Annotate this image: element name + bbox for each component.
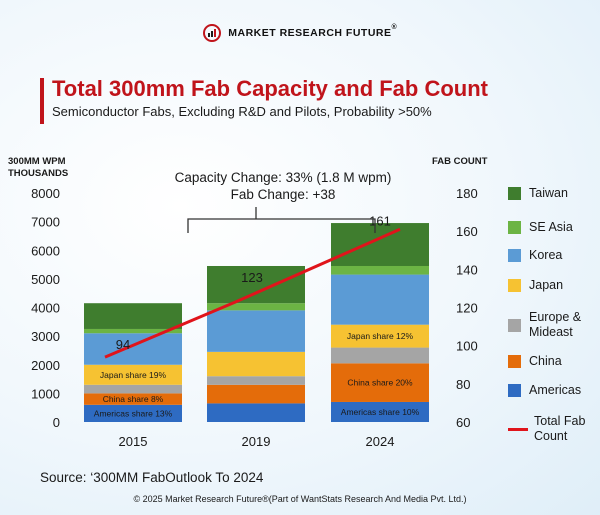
bar-annotation: Japan share 12% [347, 331, 414, 341]
right-tick-label: 60 [456, 415, 470, 430]
left-axis-title-line2: THOUSANDS [8, 168, 68, 179]
left-tick-label: 3000 [31, 329, 60, 344]
legend-item: Taiwan [508, 186, 568, 201]
left-axis-title-line1: 300MM WPM [8, 156, 66, 167]
left-tick-label: 8000 [31, 186, 60, 201]
bar-segment [207, 303, 305, 311]
bar-segment [331, 274, 429, 325]
bar-segment [84, 384, 182, 394]
bar-segment [207, 265, 305, 304]
legend-swatch [508, 187, 521, 200]
x-tick-label: 2024 [366, 434, 395, 449]
legend-item: Europe & Mideast [508, 310, 581, 340]
right-tick-label: 180 [456, 186, 478, 201]
callout-capacity-change: Capacity Change: 33% (1.8 M wpm) [175, 170, 392, 185]
bar-segment [84, 393, 182, 405]
legend-label: Japan [529, 278, 564, 292]
page-title: Total 300mm Fab Capacity and Fab Count [52, 76, 488, 101]
bar-segment [84, 328, 182, 334]
fab-count-label: 123 [241, 270, 263, 285]
legend-swatch [508, 318, 521, 332]
source-note: Source: ‘300MM FabOutlook To 2024 [40, 470, 264, 485]
legend-item: China [508, 354, 562, 369]
bar-segment [331, 265, 429, 275]
bar-segment [331, 223, 429, 266]
bar-segment [331, 324, 429, 348]
bar-segment [207, 384, 305, 404]
callout-fab-change: Fab Change: +38 [231, 187, 336, 202]
bar-segment [207, 403, 305, 422]
left-tick-label: 4000 [31, 301, 60, 316]
copyright: © 2025 Market Research Future®(Part of W… [133, 494, 467, 504]
bar-annotation: China share 8% [103, 394, 164, 404]
bar-segment [207, 376, 305, 385]
right-axis-title: FAB COUNT [432, 156, 488, 167]
legend-swatch [508, 384, 521, 397]
bar-segment [84, 364, 182, 385]
bar-segment [207, 351, 305, 377]
bar-annotation: Americas share 10% [341, 407, 420, 417]
x-tick-label: 2015 [119, 434, 148, 449]
legend-swatch [508, 279, 521, 292]
bar-segment [331, 401, 429, 422]
right-tick-label: 80 [456, 377, 470, 392]
left-tick-label: 2000 [31, 358, 60, 373]
right-tick-label: 160 [456, 224, 478, 239]
bar-segment [84, 333, 182, 365]
legend-item: SE Asia [508, 220, 573, 235]
left-tick-label: 5000 [31, 272, 60, 287]
right-tick-label: 140 [456, 262, 478, 277]
page-subtitle: Semiconductor Fabs, Excluding R&D and Pi… [52, 104, 432, 119]
legend-swatch [508, 427, 528, 431]
legend-label: Americas [529, 383, 582, 397]
brand-name: MARKET RESEARCH FUTURE [228, 26, 392, 39]
legend-label: Korea [529, 248, 563, 262]
right-tick-label: 100 [456, 339, 478, 354]
left-tick-label: 7000 [31, 215, 60, 230]
legend-label: SE Asia [529, 220, 573, 234]
legend-item: Korea [508, 248, 562, 263]
brand-reg: ® [391, 24, 398, 31]
fab-count-label: 161 [369, 213, 391, 228]
title-accent-bar [40, 78, 44, 124]
brand-logo-icon [202, 24, 221, 42]
legend-swatch [508, 249, 521, 262]
legend-label: Taiwan [529, 186, 568, 200]
legend-item: Americas [508, 383, 581, 398]
left-tick-label: 1000 [31, 386, 60, 401]
bar-segment [331, 347, 429, 364]
left-tick-label: 0 [53, 415, 60, 430]
bar-annotation: Americas share 13% [94, 408, 173, 418]
bar-segment [84, 303, 182, 329]
callout-bracket [187, 218, 376, 233]
x-tick-label: 2019 [242, 434, 271, 449]
right-tick-label: 120 [456, 301, 478, 316]
brand-header: MARKET RESEARCH FUTURE® [0, 24, 600, 42]
left-tick-label: 6000 [31, 243, 60, 258]
legend-label: Total Fab Count [534, 414, 586, 443]
legend-label: China [529, 354, 562, 368]
bar-segment [84, 404, 182, 422]
legend-item: Total Fab Count [508, 414, 585, 444]
fab-count-line [104, 227, 401, 359]
legend-swatch [508, 221, 521, 234]
legend-swatch [508, 355, 521, 368]
bar-annotation: Japan share 19% [100, 370, 167, 380]
bar-segment [207, 310, 305, 352]
fab-count-label: 94 [116, 337, 130, 352]
legend-label: Europe & Mideast [529, 310, 582, 339]
bar-annotation: China share 20% [347, 378, 413, 388]
bar-segment [331, 363, 429, 402]
legend-item: Japan [508, 278, 563, 293]
